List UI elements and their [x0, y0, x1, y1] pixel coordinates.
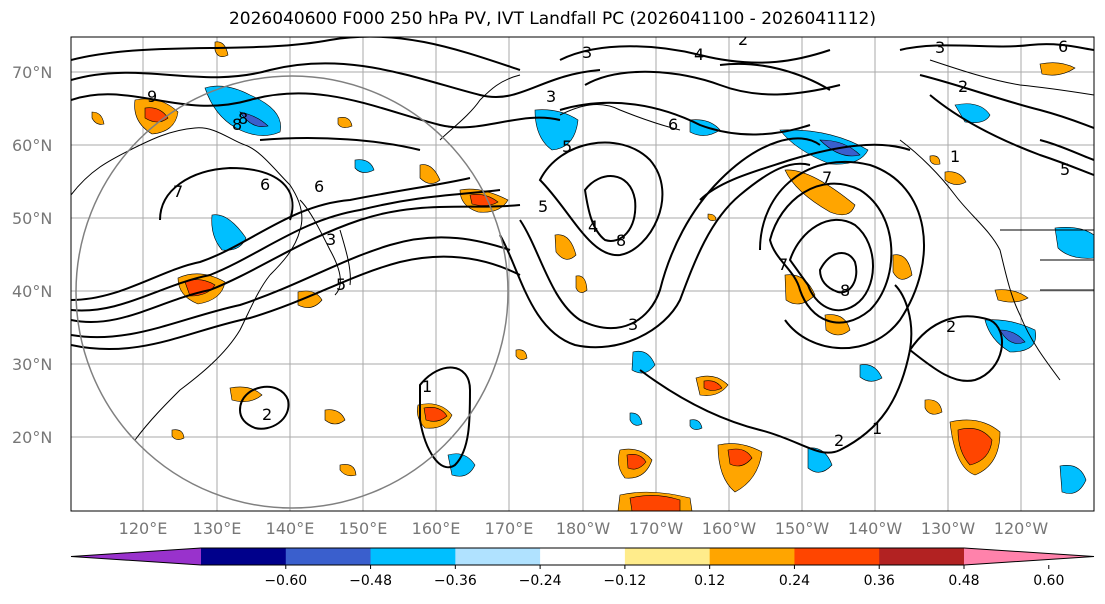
contour-label: 3 [935, 38, 945, 57]
contour-label: 7 [173, 182, 183, 201]
lon-label: 140°W [848, 519, 903, 538]
colorbar-tick-label: 0.24 [779, 573, 810, 589]
colorbar-segment [709, 548, 795, 565]
colorbar-segment [285, 548, 372, 565]
contour-label: 2 [834, 431, 844, 450]
contour-label: 1 [422, 377, 432, 396]
contour-label: 8 [238, 109, 248, 128]
colorbar-tick-label: −0.24 [519, 573, 562, 589]
colorbar-segment [794, 548, 880, 565]
contour-label: 6 [260, 175, 270, 194]
contour-label: 6 [668, 115, 678, 134]
contour-label: 2 [946, 317, 956, 336]
contour-label: 4 [694, 45, 704, 64]
contour-label: 6 [1058, 37, 1068, 56]
colorbar-segment [455, 548, 541, 565]
contour-label: 2 [738, 30, 748, 49]
colorbar: −0.60 −0.48 −0.36 −0.24 −0.12 0.12 0.24 0.36 0.4… [70, 547, 1095, 589]
colorbar-tick-label: 0.48 [948, 573, 979, 589]
lon-label: 180°W [556, 519, 611, 538]
latitude-axis: 70°N 60°N 50°N 40°N 30°N 20°N [12, 63, 52, 447]
colorbar-tick-label: −0.48 [349, 573, 392, 589]
lat-label: 20°N [12, 428, 52, 447]
map-frame [70, 36, 1095, 512]
colorbar-extend-max [964, 548, 1094, 565]
contour-label: 6 [314, 177, 324, 196]
lat-label: 30°N [12, 355, 52, 374]
map-title: 2026040600 F000 250 hPa PV, IVT Landfall… [228, 9, 876, 29]
lon-label: 160°E [412, 519, 461, 538]
contour-label: 5 [1060, 160, 1070, 179]
colorbar-segment [201, 548, 287, 565]
contour-label: 3 [582, 43, 592, 62]
contour-label: 8 [616, 231, 626, 250]
lat-label: 60°N [12, 136, 52, 155]
lon-label: 120°E [119, 519, 168, 538]
contour-label: 5 [538, 197, 548, 216]
contour-label: 3 [326, 230, 336, 249]
lon-label: 130°W [921, 519, 976, 538]
contour-label: 3 [546, 87, 556, 106]
contour-label: 7 [822, 168, 832, 187]
lon-label: 120°W [994, 519, 1049, 538]
colorbar-extend-min [71, 548, 201, 565]
contour-label: 8 [232, 115, 242, 134]
colorbar-tick-label: 0.36 [864, 573, 895, 589]
contour-label: 5 [562, 137, 572, 156]
lat-label: 70°N [12, 63, 52, 82]
colorbar-segment [879, 548, 965, 565]
colorbar-tick-label: 0.12 [694, 573, 725, 589]
contour-label: 2 [262, 405, 272, 424]
lat-label: 40°N [12, 282, 52, 301]
lat-label: 50°N [12, 209, 52, 228]
longitude-axis: 120°E 130°E 140°E 150°E 160°E 170°E 180°… [119, 519, 1049, 538]
contour-label: 7 [778, 255, 788, 274]
contour-label: 4 [588, 217, 598, 236]
contour-label: 8 [840, 281, 850, 300]
contour-label: 3 [628, 315, 638, 334]
lon-label: 170°E [485, 519, 534, 538]
lon-label: 150°E [339, 519, 388, 538]
colorbar-tick-label: −0.12 [603, 573, 646, 589]
coastlines [71, 59, 1094, 441]
radius-circle [75, 75, 509, 509]
lon-label: 150°W [775, 519, 830, 538]
lon-label: 140°E [266, 519, 315, 538]
colorbar-tick-label: 0.60 [1033, 573, 1064, 589]
pv-contours [71, 37, 1094, 469]
contour-label: 1 [872, 419, 882, 438]
colorbar-outline [70, 547, 1095, 566]
lon-label: 170°W [629, 519, 684, 538]
contour-label: 2 [958, 77, 968, 96]
contour-label: 9 [147, 87, 157, 106]
colorbar-tick-label: −0.60 [264, 573, 307, 589]
contour-label: 1 [950, 147, 960, 166]
colorbar-segment [540, 548, 626, 565]
map-panel: 9 8 7 6 5 4 3 2 1 3 2 6 5 4 8 8 7 6 3 7 … [71, 30, 1094, 511]
colorbar-segment [370, 548, 456, 565]
contour-label-group: 9 8 7 6 5 4 3 2 1 3 2 6 5 4 8 8 7 6 3 7 … [147, 30, 1070, 450]
lon-label: 160°W [702, 519, 757, 538]
colorbar-segment [624, 548, 711, 565]
contour-label: 5 [336, 275, 346, 294]
lon-label: 130°E [193, 519, 242, 538]
colorbar-tick-label: −0.36 [434, 573, 477, 589]
